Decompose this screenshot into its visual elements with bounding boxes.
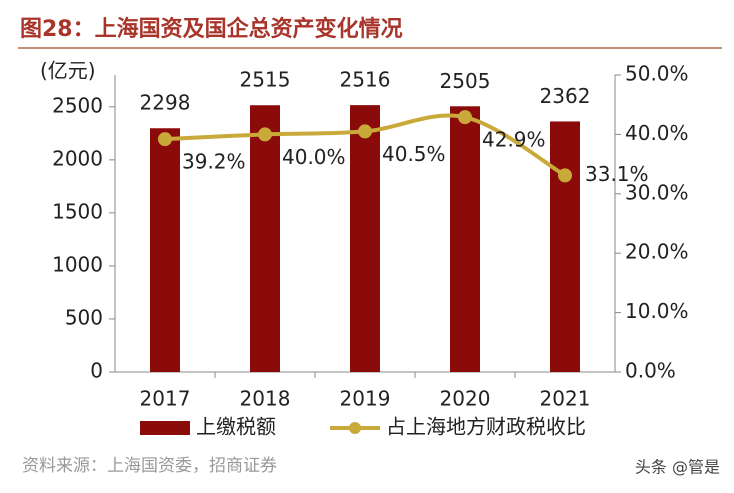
line-value-label: 39.2% (182, 150, 246, 174)
line-value-label: 40.0% (282, 145, 346, 169)
legend-swatch (140, 421, 190, 435)
line-value-label: 33.1% (585, 162, 649, 186)
bar (550, 121, 580, 372)
x-tick-label: 2020 (440, 387, 491, 411)
x-tick-label: 2018 (240, 387, 291, 411)
y2-tick-label: 40.0% (625, 121, 689, 145)
bar (250, 105, 280, 373)
x-tick-label: 2017 (140, 387, 191, 411)
watermark: 头条 @管是 (635, 458, 720, 477)
legend-label: 上缴税额 (196, 415, 276, 439)
y-tick-label: 1500 (52, 199, 103, 223)
y2-tick-label: 10.0% (625, 299, 689, 323)
bar (450, 106, 480, 372)
y2-tick-label: 30.0% (625, 180, 689, 204)
chart-title: 图28：上海国资及国企总资产变化情况 (20, 16, 403, 42)
line-value-label: 40.5% (382, 142, 446, 166)
y-tick-label: 2000 (52, 146, 103, 170)
y-tick-label: 0 (90, 359, 103, 383)
bar-value-label: 2362 (540, 84, 591, 108)
legend-label: 占上海地方财政税收比 (386, 415, 586, 439)
line-marker (258, 127, 272, 142)
y-tick-label: 500 (65, 305, 103, 329)
y-tick-label: 1000 (52, 252, 103, 276)
bar (150, 128, 180, 372)
y2-tick-label: 0.0% (625, 359, 676, 383)
x-tick-label: 2019 (340, 387, 391, 411)
y2-tick-label: 20.0% (625, 240, 689, 264)
bar-value-label: 2505 (440, 69, 491, 93)
x-tick-label: 2021 (540, 387, 591, 411)
bar-value-label: 2515 (240, 68, 291, 92)
line-marker (558, 168, 572, 183)
line-marker (158, 132, 172, 147)
y2-tick-label: 50.0% (625, 62, 689, 86)
source: 资料来源：上海国资委，招商证券 (22, 456, 277, 476)
bar (350, 105, 380, 373)
line-value-label: 42.9% (482, 128, 546, 152)
line-marker (358, 124, 372, 139)
bar-value-label: 2298 (140, 91, 191, 115)
line-marker (458, 110, 472, 125)
y-axis-label: (亿元) (40, 59, 96, 83)
y-tick-label: 2500 (52, 93, 103, 117)
bar-value-label: 2516 (340, 68, 391, 92)
legend-marker (349, 422, 361, 434)
